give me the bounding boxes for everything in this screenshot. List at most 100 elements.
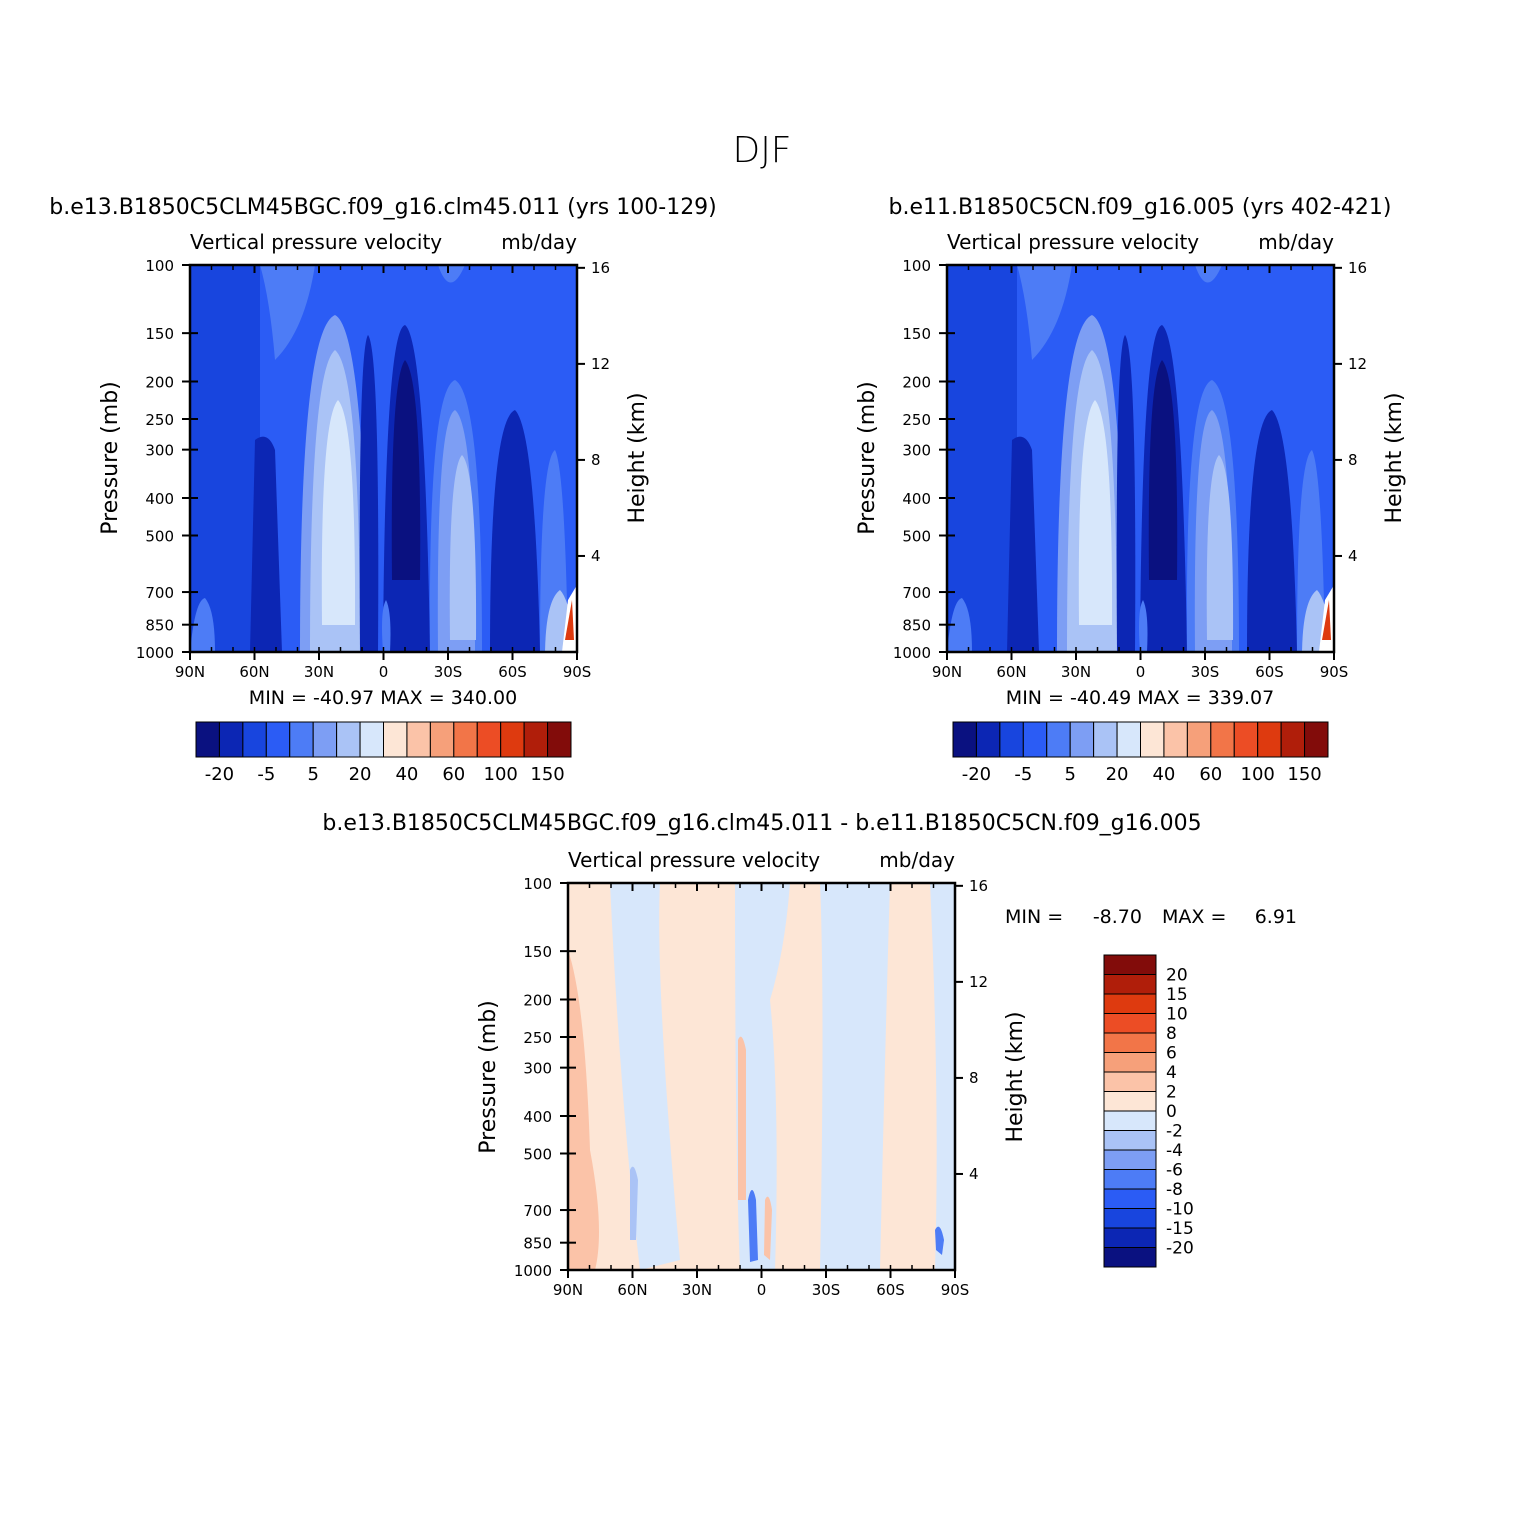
panel-subtitle-left: Vertical pressure velocity — [947, 230, 1199, 254]
colorbar-box — [1103, 1247, 1157, 1268]
panel-case2: b.e11.B1850C5CN.f09_g16.005 (yrs 402-421… — [855, 195, 1407, 785]
y-tick-label: 150 — [523, 943, 552, 961]
colorbar-box — [1210, 721, 1235, 758]
field-region — [190, 265, 260, 652]
colorbar-label: -10 — [1166, 1200, 1194, 1220]
colorbar-box — [289, 721, 314, 758]
field-region — [1247, 410, 1297, 652]
colorbar: -20 -5 5 20 40 60 100 150 — [195, 721, 572, 785]
x-tick-label: 60S — [498, 663, 527, 681]
colorbar-box — [1116, 721, 1141, 758]
field-region — [1017, 265, 1072, 360]
panel-difference: b.e13.B1850C5CLM45BGC.f09_g16.clm45.011 … — [322, 811, 1297, 1299]
colorbar-box — [1103, 1052, 1157, 1073]
stats-label: MIN = -40.97 MAX = 340.00 — [249, 687, 517, 709]
y-tick-label: 850 — [523, 1235, 552, 1253]
x-tick-label: 60N — [239, 663, 269, 681]
field-region — [565, 600, 574, 640]
colorbar-label: -20 — [962, 764, 991, 785]
colorbar-box — [1304, 721, 1329, 758]
x-tick-label: 30S — [1191, 663, 1220, 681]
x-tick-label: 60N — [996, 663, 1026, 681]
colorbar-box — [453, 721, 478, 758]
y-tick-label: 700 — [523, 1202, 552, 1220]
y-tick-label: 250 — [145, 411, 174, 429]
y-tick-label: 150 — [902, 325, 931, 343]
colorbar-box — [500, 721, 525, 758]
axes: 100 150 200 250 300 400 500 700 850 1000 16 12 8 4 90N… — [514, 875, 988, 1299]
field-region — [935, 1226, 944, 1255]
colorbar-box — [476, 721, 502, 758]
colorbar-box — [359, 721, 384, 758]
field-region — [490, 410, 540, 652]
y-tick-label: 1000 — [514, 1262, 552, 1280]
panel-subtitle-right: mb/day — [1258, 230, 1334, 254]
panel-title: b.e13.B1850C5CLM45BGC.f09_g16.clm45.011 … — [49, 195, 717, 220]
x-tick-label: 0 — [757, 1281, 767, 1299]
y2-axis-label: Height (km) — [1003, 1011, 1028, 1142]
y-tick-label: 1000 — [136, 644, 174, 662]
colorbar-box — [1103, 993, 1157, 1014]
x-tick-label: 90S — [1320, 663, 1349, 681]
colorbar-label: -20 — [205, 764, 234, 785]
colorbar-label: 5 — [1064, 764, 1075, 785]
x-tick-label: 30N — [682, 1281, 712, 1299]
field-region — [764, 1196, 772, 1260]
colorbar-box — [1069, 721, 1095, 758]
colorbar-label: -6 — [1166, 1161, 1183, 1181]
colorbar-label: 20 — [1166, 966, 1188, 986]
y-tick-label: 700 — [902, 584, 931, 602]
y-tick-label: 200 — [523, 991, 552, 1009]
stats-label: MIN = -40.49 MAX = 339.07 — [1006, 687, 1274, 709]
colorbar: -20 -5 5 20 40 60 100 150 — [952, 721, 1329, 785]
colorbar-label: 2 — [1166, 1083, 1177, 1103]
field-region — [1195, 265, 1222, 283]
y2-axis-label: Height (km) — [1382, 392, 1407, 523]
colorbar-box — [1103, 974, 1157, 995]
field-region — [382, 600, 391, 652]
y2-tick-label: 8 — [969, 1069, 979, 1087]
y-tick-label: 300 — [145, 442, 174, 460]
x-tick-label: 0 — [1136, 663, 1146, 681]
panel-title: b.e13.B1850C5CLM45BGC.f09_g16.clm45.011 … — [322, 811, 1201, 836]
colorbar-label: 5 — [307, 764, 318, 785]
colorbar-label: 8 — [1166, 1024, 1177, 1044]
colorbar-box — [1103, 1110, 1157, 1131]
colorbar-box — [429, 721, 455, 758]
y-tick-label: 200 — [902, 373, 931, 391]
colorbar-box — [1103, 1169, 1157, 1190]
field-region — [260, 265, 315, 360]
y2-axis-label: Height (km) — [625, 392, 650, 523]
heatmap-field — [947, 265, 1334, 652]
x-tick-label: 90N — [932, 663, 962, 681]
y-tick-label: 300 — [523, 1060, 552, 1078]
colorbar-box — [1103, 1091, 1157, 1112]
y-axis-label: Pressure (mb) — [855, 381, 880, 535]
y2-tick-label: 16 — [1348, 259, 1367, 277]
x-tick-label: 0 — [379, 663, 389, 681]
panel-title: b.e11.B1850C5CN.f09_g16.005 (yrs 402-421… — [888, 195, 1391, 220]
y-tick-label: 850 — [145, 617, 174, 635]
x-tick-label: 90N — [553, 1281, 583, 1299]
panel-subtitle-left: Vertical pressure velocity — [190, 230, 442, 254]
colorbar-box — [1103, 1130, 1157, 1151]
field-region — [930, 883, 955, 1270]
colorbar-box — [1233, 721, 1259, 758]
colorbar-label: 60 — [442, 764, 465, 785]
y-axis-label: Pressure (mb) — [476, 1000, 501, 1154]
y-tick-label: 500 — [145, 528, 174, 546]
y-tick-label: 300 — [902, 442, 931, 460]
axes: 100 150 200 250 300 400 500 700 850 1000 16 12 8 4 90N… — [136, 257, 610, 681]
y-tick-label: 400 — [902, 490, 931, 508]
field-region — [1007, 436, 1039, 652]
field-region — [1206, 455, 1234, 640]
colorbar-label: -4 — [1166, 1141, 1183, 1161]
colorbar-box — [1103, 1227, 1157, 1248]
colorbar-label: 150 — [1287, 764, 1321, 785]
colorbar-box — [1257, 721, 1282, 758]
x-tick-label: 30S — [434, 663, 463, 681]
colorbar-box — [383, 721, 408, 758]
stats-min-value: -8.70 — [1093, 906, 1142, 928]
y-tick-label: 200 — [145, 373, 174, 391]
